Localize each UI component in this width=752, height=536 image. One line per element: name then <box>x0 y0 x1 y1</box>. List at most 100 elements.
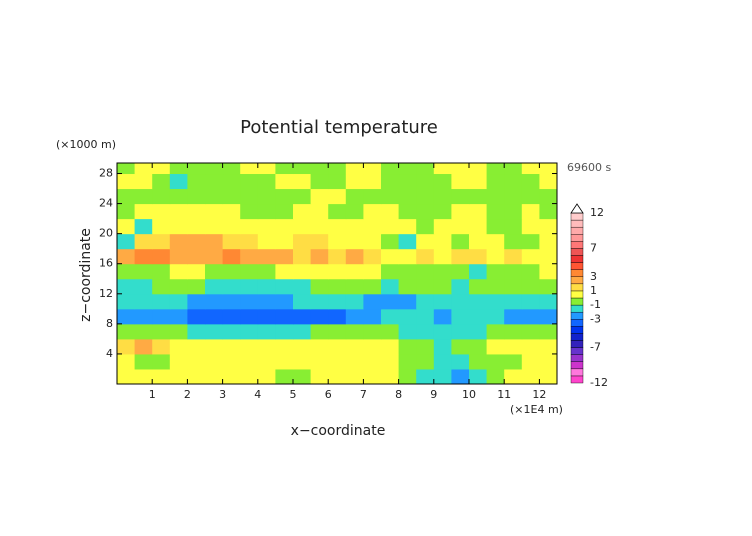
field-cell <box>187 263 206 280</box>
field-cell <box>521 293 540 310</box>
field-cell <box>134 308 153 325</box>
field-cell <box>117 173 136 190</box>
field-cell <box>275 173 294 190</box>
field-cell <box>240 173 259 190</box>
field-cell <box>152 218 171 235</box>
colorbar-band <box>570 347 584 355</box>
field-cell <box>539 233 557 250</box>
field-cell <box>504 248 523 265</box>
field-cell <box>152 173 171 190</box>
field-cell <box>451 323 470 340</box>
colorbar-band <box>570 361 584 370</box>
field-cell <box>381 163 400 175</box>
field-cell <box>469 188 488 205</box>
field-cell <box>152 353 171 370</box>
field-cell <box>328 308 347 325</box>
colorbar-label: 3 <box>590 270 597 283</box>
field-cell <box>328 163 347 175</box>
field-cell <box>504 203 523 220</box>
field-cell <box>240 293 259 310</box>
field-cell <box>169 263 188 280</box>
field-cell <box>433 203 452 220</box>
field-cell <box>328 263 347 280</box>
field-cell <box>504 278 523 295</box>
colorbar-band <box>570 248 584 256</box>
field-cell <box>293 353 312 370</box>
field-cell <box>205 218 224 235</box>
field-cell <box>222 203 241 220</box>
field-cell <box>169 278 188 295</box>
field-cell <box>486 338 505 355</box>
field-cell <box>152 293 171 310</box>
field-cell <box>117 203 136 220</box>
field-cell <box>504 173 523 190</box>
x-tick-label: 4 <box>254 388 261 401</box>
field-cell <box>117 353 136 370</box>
field-cell <box>345 278 364 295</box>
field-cell <box>152 278 171 295</box>
y-axis-label: z−coordinate <box>78 228 94 322</box>
field-cell <box>169 338 188 355</box>
field-cell <box>345 323 364 340</box>
field-cell <box>240 338 259 355</box>
field-cell <box>486 278 505 295</box>
field-cell <box>345 203 364 220</box>
field-cell <box>275 368 294 384</box>
x-axis-label: x−coordinate <box>291 423 386 439</box>
field-cell <box>275 278 294 295</box>
field-cell <box>504 218 523 235</box>
field-cell <box>486 173 505 190</box>
field-cell <box>169 173 188 190</box>
field-cell <box>117 308 136 325</box>
field-cell <box>521 188 540 205</box>
field-cell <box>451 308 470 325</box>
field-cell <box>486 308 505 325</box>
field-cell <box>469 163 488 175</box>
field-cell <box>451 248 470 265</box>
field-cell <box>328 323 347 340</box>
field-cell <box>451 293 470 310</box>
field-cell <box>187 293 206 310</box>
field-cell <box>486 218 505 235</box>
field-cell <box>504 293 523 310</box>
field-cell <box>504 338 523 355</box>
field-cell <box>275 203 294 220</box>
field-cell <box>469 323 488 340</box>
field-cell <box>275 293 294 310</box>
chart-title: Potential temperature <box>240 117 438 138</box>
field-cell <box>187 233 206 250</box>
field-cell <box>433 308 452 325</box>
field-cell <box>433 218 452 235</box>
field-cell <box>293 188 312 205</box>
field-cell <box>345 308 364 325</box>
field-cell <box>433 338 452 355</box>
field-cell <box>433 233 452 250</box>
field-cell <box>240 323 259 340</box>
colorbar-band <box>570 283 584 292</box>
colorbar-band <box>570 311 584 320</box>
field-cell <box>328 188 347 205</box>
field-cell <box>152 338 171 355</box>
colorbar-band <box>570 340 584 348</box>
field-cell <box>345 173 364 190</box>
field-cell <box>363 278 382 295</box>
field-cell <box>293 308 312 325</box>
field-cell <box>416 323 435 340</box>
field-cell <box>381 278 400 295</box>
field-cell <box>293 323 312 340</box>
field-cell <box>486 188 505 205</box>
field-cell <box>433 323 452 340</box>
field-cell <box>257 218 276 235</box>
field-cell <box>328 248 347 265</box>
y-unit: (×1000 m) <box>56 138 116 151</box>
y-tick-label: 24 <box>99 197 113 210</box>
field-cell <box>398 278 417 295</box>
field-cell <box>275 308 294 325</box>
colorbar-label: -3 <box>590 312 601 325</box>
field-cell <box>486 163 505 175</box>
field-cell <box>169 233 188 250</box>
field-cell <box>363 248 382 265</box>
field-cell <box>152 248 171 265</box>
field-cell <box>169 248 188 265</box>
